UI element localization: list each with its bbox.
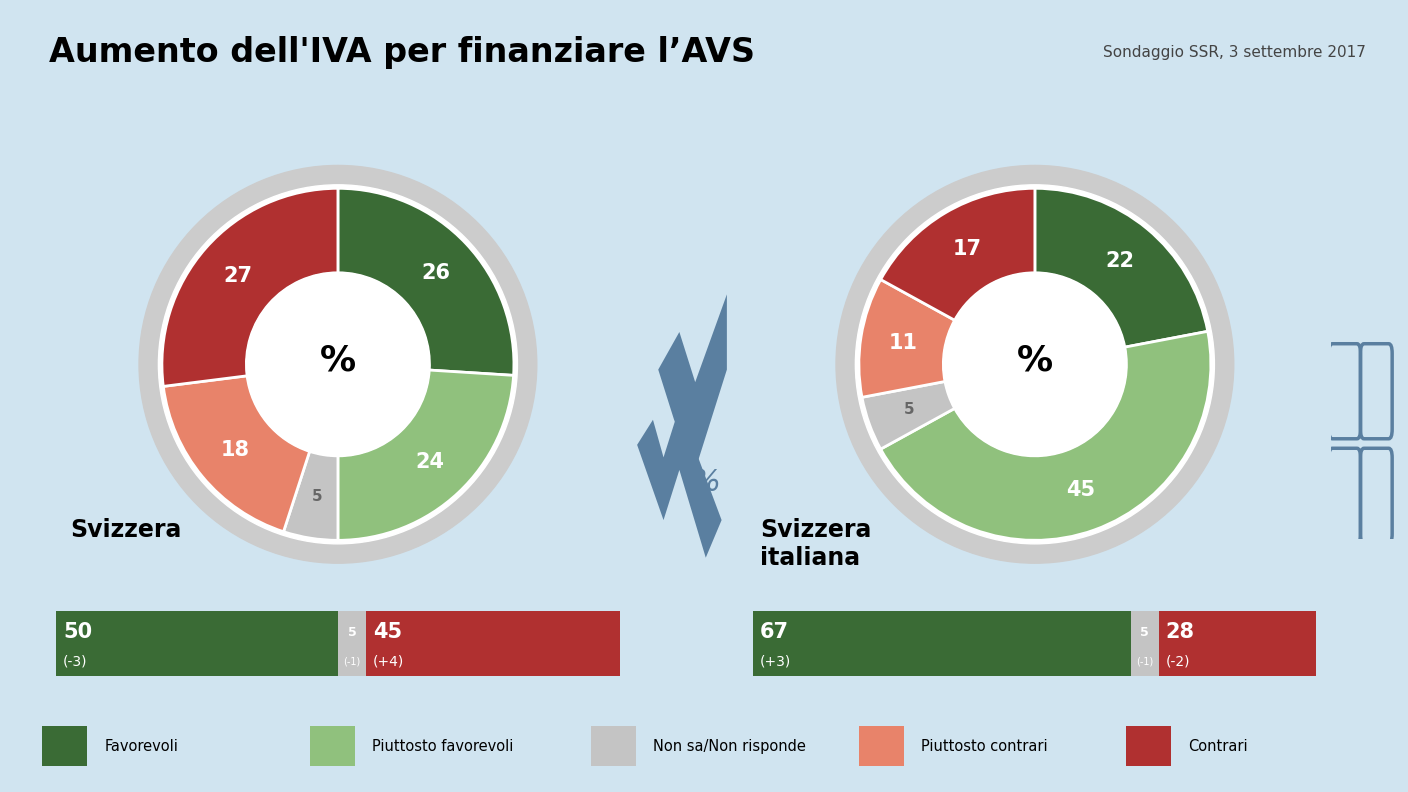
Text: (-1): (-1) <box>344 657 360 667</box>
Text: Non sa/Non risponde: Non sa/Non risponde <box>653 738 807 753</box>
Wedge shape <box>283 451 338 540</box>
Circle shape <box>139 166 536 563</box>
Wedge shape <box>859 280 955 398</box>
Circle shape <box>246 272 429 456</box>
Circle shape <box>943 272 1126 456</box>
FancyBboxPatch shape <box>366 611 620 676</box>
Text: (-2): (-2) <box>1166 655 1190 669</box>
Text: Svizzera
italiana: Svizzera italiana <box>760 518 872 569</box>
Circle shape <box>836 166 1233 563</box>
FancyBboxPatch shape <box>1131 611 1159 676</box>
Text: Svizzera: Svizzera <box>70 518 182 542</box>
Text: (-1): (-1) <box>1136 657 1153 667</box>
Text: 17: 17 <box>952 239 981 259</box>
Text: (+4): (+4) <box>373 655 404 669</box>
Text: 5: 5 <box>904 402 914 417</box>
Text: 28: 28 <box>1166 623 1194 642</box>
FancyBboxPatch shape <box>1159 611 1316 676</box>
Text: Sondaggio SSR, 3 settembre 2017: Sondaggio SSR, 3 settembre 2017 <box>1102 45 1366 59</box>
Polygon shape <box>659 295 727 470</box>
Text: Piuttosto favorevoli: Piuttosto favorevoli <box>372 738 513 753</box>
FancyBboxPatch shape <box>56 611 338 676</box>
Text: %: % <box>320 344 356 378</box>
FancyBboxPatch shape <box>753 611 1131 676</box>
Text: 11: 11 <box>888 333 917 353</box>
Text: 26: 26 <box>421 263 451 283</box>
Wedge shape <box>862 382 955 449</box>
Text: 5: 5 <box>311 489 322 504</box>
Wedge shape <box>880 188 1035 320</box>
Text: %: % <box>691 468 721 497</box>
Wedge shape <box>163 375 310 531</box>
Text: 22: 22 <box>1105 251 1135 271</box>
Circle shape <box>943 272 1126 456</box>
Text: 27: 27 <box>222 266 252 286</box>
Wedge shape <box>338 370 514 540</box>
FancyBboxPatch shape <box>859 725 904 767</box>
Circle shape <box>246 272 429 456</box>
Text: Piuttosto contrari: Piuttosto contrari <box>921 738 1048 753</box>
FancyBboxPatch shape <box>591 725 636 767</box>
Polygon shape <box>638 407 722 558</box>
FancyBboxPatch shape <box>42 725 87 767</box>
Text: (-3): (-3) <box>63 655 87 669</box>
Wedge shape <box>162 188 338 386</box>
Text: 5: 5 <box>1140 626 1149 639</box>
Text: Favorevoli: Favorevoli <box>104 738 177 753</box>
FancyBboxPatch shape <box>338 611 366 676</box>
Text: Aumento dell'IVA per finanziare l’AVS: Aumento dell'IVA per finanziare l’AVS <box>49 36 755 69</box>
Text: Contrari: Contrari <box>1188 738 1247 753</box>
Text: 67: 67 <box>760 623 788 642</box>
FancyBboxPatch shape <box>1126 725 1171 767</box>
Text: 5: 5 <box>348 626 356 639</box>
Circle shape <box>856 185 1214 544</box>
Text: 45: 45 <box>1066 480 1095 501</box>
Wedge shape <box>338 188 514 375</box>
Wedge shape <box>1035 188 1208 347</box>
FancyBboxPatch shape <box>310 725 355 767</box>
Circle shape <box>159 185 518 544</box>
Text: (+3): (+3) <box>760 655 791 669</box>
Text: 18: 18 <box>221 440 249 459</box>
Text: 45: 45 <box>373 623 401 642</box>
Text: 24: 24 <box>415 451 444 472</box>
Text: %: % <box>1017 344 1053 378</box>
Text: 50: 50 <box>63 623 92 642</box>
Wedge shape <box>880 331 1211 540</box>
